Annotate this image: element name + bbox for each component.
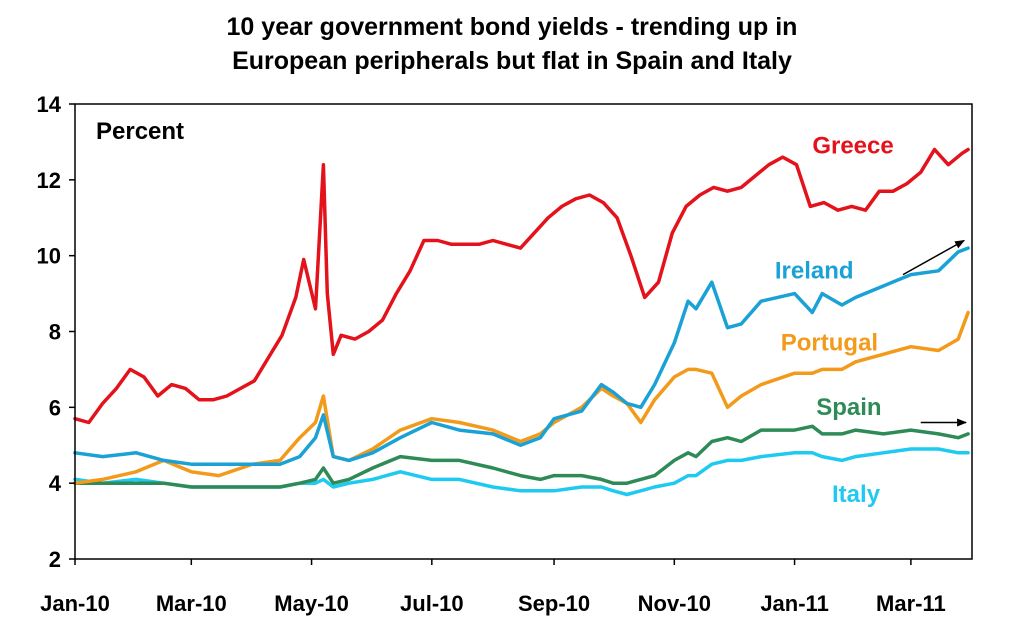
y-tick-label: 12 <box>37 168 61 193</box>
y-tick-label: 8 <box>49 320 61 345</box>
series-line-ireland <box>73 246 970 466</box>
ireland-trend-arrow <box>902 239 965 276</box>
chart-title: 10 year government bond yields - trendin… <box>0 10 1024 78</box>
y-tick-label: 14 <box>37 92 62 117</box>
series-label-spain: Spain <box>816 394 881 421</box>
x-tick-label: Nov-10 <box>638 591 711 616</box>
series-line-spain <box>73 424 970 489</box>
series-labels: Greece Ireland Portugal Spain Italy <box>775 132 894 508</box>
series-label-italy: Italy <box>832 481 881 508</box>
x-tick-label: Mar-10 <box>156 591 227 616</box>
series-lines <box>73 147 970 497</box>
series-label-portugal: Portugal <box>781 329 878 356</box>
y-tick-label: 2 <box>49 547 61 572</box>
y-tick-label: 4 <box>49 471 62 496</box>
series-label-greece: Greece <box>812 132 893 159</box>
x-tick-label: Jan-10 <box>40 591 110 616</box>
x-tick-label: May-10 <box>274 591 349 616</box>
y-tick-label: 10 <box>37 244 61 269</box>
chart-title-line-1: 10 year government bond yields - trendin… <box>226 13 798 41</box>
y-tick-label: 6 <box>49 395 61 420</box>
x-tick-label: Sep-10 <box>518 591 590 616</box>
x-axis: Jan-10 Mar-10 May-10 Jul-10 Sep-10 Nov-10 Jan-… <box>40 559 946 616</box>
x-tick-label: Jul-10 <box>400 591 464 616</box>
y-axis: 2 4 6 8 10 12 14 <box>37 92 75 572</box>
series-label-ireland: Ireland <box>775 257 854 284</box>
x-tick-label: Mar-11 <box>876 591 946 616</box>
x-tick-label: Jan-11 <box>760 591 829 616</box>
arrows <box>902 239 968 427</box>
series-line-greece <box>73 147 970 425</box>
unit-label: Percent <box>96 118 184 145</box>
chart-title-line-2: European peripherals but flat in Spain a… <box>232 47 792 75</box>
